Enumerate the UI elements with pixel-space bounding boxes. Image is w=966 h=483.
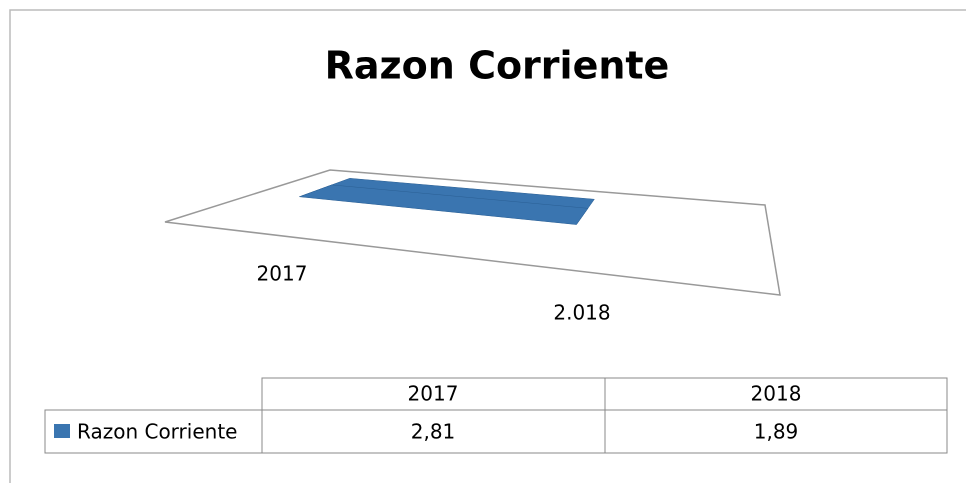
table-header: 2018 bbox=[751, 382, 802, 406]
data-label: 1,89 bbox=[754, 420, 799, 444]
bar bbox=[299, 184, 589, 225]
x-tick-label: 2.018 bbox=[553, 301, 610, 325]
chart-title: Razon Corriente bbox=[325, 44, 670, 88]
table-row bbox=[44, 409, 948, 454]
floor bbox=[164, 169, 781, 296]
x-tick-label: 2017 bbox=[257, 262, 308, 286]
data-table bbox=[44, 377, 948, 454]
table-header: 2017 bbox=[408, 382, 459, 406]
legend-label: Razon Corriente bbox=[77, 420, 237, 444]
chart-frame bbox=[9, 9, 966, 483]
data-label: 2,81 bbox=[411, 420, 456, 444]
legend-key bbox=[54, 424, 70, 438]
